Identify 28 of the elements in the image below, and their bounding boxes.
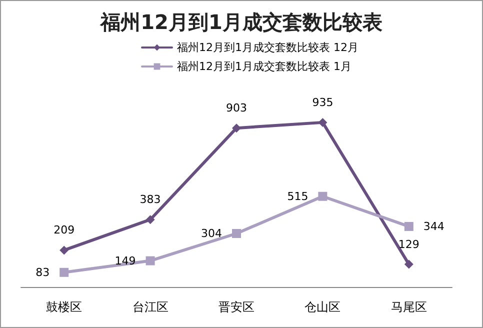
data-label: 209 xyxy=(54,224,75,237)
point xyxy=(146,256,155,266)
data-label: 129 xyxy=(398,238,420,251)
data-label: 304 xyxy=(201,226,222,240)
data-label: 83 xyxy=(36,266,50,279)
data-label: 903 xyxy=(226,102,247,115)
x-tick-label: 晋安区 xyxy=(218,300,254,314)
data-label: 515 xyxy=(287,190,308,203)
point xyxy=(404,260,414,269)
point xyxy=(60,268,69,277)
legend-label: 福州12月到1月成交套数比较表 12月 xyxy=(177,41,358,54)
data-label: 344 xyxy=(423,220,444,233)
x-tick-label: 马尾区 xyxy=(390,300,427,314)
x-tick-label: 台江区 xyxy=(132,300,168,314)
point xyxy=(318,192,328,201)
point xyxy=(318,118,328,127)
point xyxy=(60,246,69,255)
x-tick-label: 鼓楼区 xyxy=(46,300,82,314)
data-label: 935 xyxy=(312,96,334,109)
point xyxy=(232,228,241,238)
point xyxy=(232,124,241,133)
chart-title: 福州12月到1月成交套数比较表 xyxy=(100,10,382,34)
data-label: 383 xyxy=(140,193,161,206)
x-tick-label: 仓山区 xyxy=(304,300,341,314)
point xyxy=(404,222,414,231)
point xyxy=(146,215,155,224)
data-label: 149 xyxy=(114,254,136,268)
legend-label: 福州12月到1月成交套数比较表 1月 xyxy=(177,60,352,73)
